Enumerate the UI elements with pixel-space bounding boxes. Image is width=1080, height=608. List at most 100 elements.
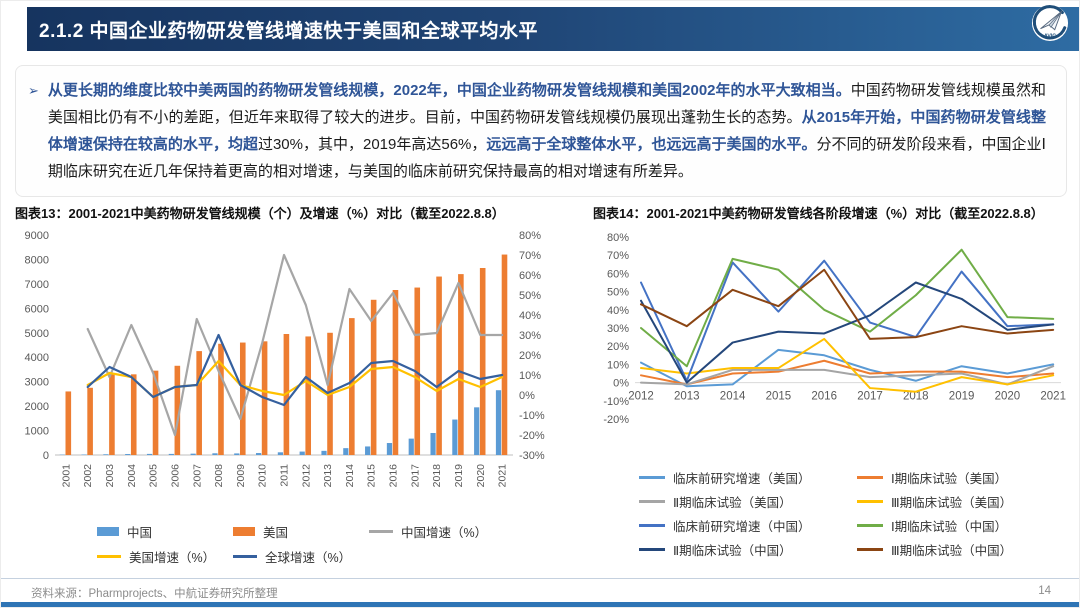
x-tick-labels: 2001 2002 2003 2004 2005 2006 2007 2008 2009 2010…: [60, 464, 508, 488]
axis-label: 2000: [25, 401, 49, 413]
axis-label: 2015: [766, 391, 792, 403]
axis-label: 20%: [519, 350, 541, 362]
summary-paragraph: 从更长期的维度比较中美两国的药物研发管线规模，2022年，中国企业药物研发管线规…: [48, 77, 1046, 185]
page-number: 14: [1038, 585, 1051, 597]
legend-item: Ⅰ期临床试验（中国）: [857, 516, 1075, 535]
axis-label: 2009: [235, 464, 247, 488]
summary-text: 过30%，其中，2019年高达56%，: [257, 136, 487, 153]
legend-label: 美国增速（%）: [129, 551, 216, 565]
axis-label: 2004: [126, 464, 138, 488]
avic-logo-icon: AVIC: [1031, 4, 1069, 42]
line-series: [640, 365, 1055, 386]
axis-label: 8000: [25, 254, 49, 266]
line-series: [640, 259, 1055, 382]
legend-line-swatch: [857, 547, 883, 551]
axis-label: 3000: [25, 377, 49, 389]
axis-label: 2006: [169, 464, 181, 488]
bullet-icon: ➢: [28, 83, 39, 98]
legend-line-swatch: [857, 475, 883, 479]
summary-emphasis-text: 从2015年开始，中国药物研发管线整体增速保持在较高的水平，均超: [47, 109, 1046, 153]
legend-item: 中国: [97, 522, 233, 541]
axis-label: 2016: [811, 391, 837, 403]
footer-source: 资料来源：Pharmprojects、中航证券研究所整理: [31, 588, 278, 600]
line-series: [640, 359, 1055, 386]
axis-label: 2017: [857, 391, 883, 403]
legend-item: 全球增速（%）: [233, 547, 351, 566]
line-series: [86, 253, 504, 437]
axis-label: -10%: [603, 396, 629, 408]
axis-label: 70%: [607, 250, 629, 262]
footer-divider: [1, 578, 1079, 579]
summary-text: 分不同的研发阶段来看，中国企业Ⅰ期临床研究在近几年保持着更高的相对增速，与美国的…: [47, 136, 1046, 180]
axis-label: 2013: [674, 391, 700, 403]
axis-label: 80%: [519, 230, 541, 242]
summary-emphasis-text: 远远高于全球整体水平，也远远高于美国的水平。: [486, 136, 817, 153]
legend-label: 全球增速（%）: [265, 551, 352, 565]
bars-china: [59, 390, 502, 455]
legend-label: Ⅰ期临床试验（中国）: [891, 519, 1008, 534]
legend-item: Ⅲ期临床试验（美国）: [857, 492, 1075, 511]
axis-label: 2010: [257, 464, 269, 488]
avic-logo: AVIC: [1031, 4, 1069, 42]
axis-label: 2012: [300, 464, 312, 488]
axis-label: 2020: [475, 464, 487, 488]
axis-label: 4000: [25, 352, 49, 364]
legend-item: 临床前研究增速（中国）: [639, 516, 857, 535]
bars-us: [65, 254, 508, 455]
line-series: [86, 333, 504, 407]
chart14-plot: 80%70%60%50%40%30%20%10%0%-10%-20%2012 20…: [603, 232, 1066, 426]
axis-label: 40%: [607, 305, 629, 317]
avic-logo-text: AVIC: [1044, 33, 1056, 39]
axis-label: 0: [43, 450, 49, 462]
axis-label: 2012: [628, 391, 654, 403]
axis-label: -30%: [519, 450, 545, 462]
legend-line-swatch: [639, 475, 665, 479]
legend-label: 临床前研究增速（美国）: [673, 471, 811, 486]
summary-emphasis-text: 从更长期的维度比较中美两国的药物研发管线规模，2022年，中国企业药物研发管线规…: [47, 82, 851, 99]
axis-label: 50%: [607, 287, 629, 299]
chart14-title: 图表14：2001-2021中美药物研发管线各阶段增速（%）对比（截至2022.…: [593, 206, 1044, 221]
legend-item: Ⅰ期临床试验（美国）: [857, 468, 1075, 487]
axis-label: 60%: [519, 270, 541, 282]
axis-label: 10%: [607, 359, 629, 371]
line-series: [640, 281, 1055, 384]
axis-label: 80%: [607, 232, 629, 244]
axis-label: 20%: [607, 341, 629, 353]
line-series: [640, 248, 1055, 368]
bottom-accent-bar: [1, 602, 1079, 607]
page-title: 2.1.2 中国企业药物研发管线增速快于美国和全球平均水平: [39, 20, 539, 42]
legend-label: 中国: [127, 526, 153, 540]
chart13-plot: 0 1000 2000 3000 4000 5000 6000 7000 8000 9000 80%…: [25, 230, 545, 488]
axis-label: 1000: [25, 426, 49, 438]
axis-label: 2015: [366, 464, 378, 488]
legend-bar-swatch: [233, 527, 255, 536]
axis-label: 2019: [453, 464, 465, 488]
legend-label: 美国: [263, 526, 289, 540]
axis-label: 6000: [25, 303, 49, 315]
axis-label: 5000: [25, 328, 49, 340]
summary-text: 中国药物研发管线规模虽然和美国相比仍有不小的差距，但近年来取得了较大的进步。目前…: [47, 82, 1046, 126]
chart13-title: 图表13：2001-2021中美药物研发管线规模（个）及增速（%）对比（截至20…: [15, 206, 505, 221]
header-bar: 2.1.2 中国企业药物研发管线增速快于美国和全球平均水平: [27, 7, 1079, 51]
legend-line-swatch: [639, 547, 665, 551]
axis-label: 2013: [322, 464, 334, 488]
legend-item: 美国: [233, 522, 369, 541]
legend-line-swatch: [639, 523, 665, 527]
line-series: [640, 268, 1055, 340]
axis-label: 10%: [519, 370, 541, 382]
chart13-legend: 中国 美国 中国增速（%） 美国增速（%） 全球增速（%）: [97, 519, 547, 569]
axis-label: 7000: [25, 279, 49, 291]
axis-label: 2018: [431, 464, 443, 488]
axis-label: -20%: [603, 414, 629, 426]
axis-label: 2005: [148, 464, 160, 488]
axis-label: 2019: [949, 391, 975, 403]
axis-label: 2021: [1040, 391, 1066, 403]
legend-item: 美国增速（%）: [97, 547, 233, 566]
legend-label: Ⅱ期临床试验（美国）: [673, 495, 792, 510]
axis-label: 9000: [25, 230, 49, 242]
axis-label: -10%: [519, 410, 545, 422]
axis-label: 2014: [720, 391, 746, 403]
legend-label: Ⅱ期临床试验（中国）: [673, 543, 792, 558]
legend-label: Ⅲ期临床试验（中国）: [891, 543, 1013, 558]
